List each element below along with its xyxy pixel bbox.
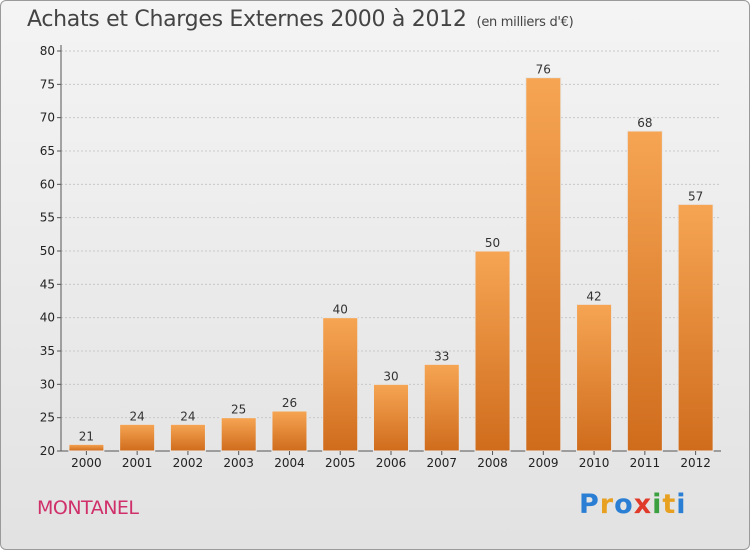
x-tick-label: 2002 — [173, 456, 204, 470]
bar-value-label: 50 — [485, 236, 500, 250]
logo-letter: i — [652, 489, 663, 520]
y-tick-label: 50 — [40, 244, 55, 258]
x-tick-label: 2012 — [680, 456, 711, 470]
bar-value-label: 21 — [79, 429, 94, 443]
y-tick-label: 35 — [40, 344, 55, 358]
y-tick-label: 30 — [40, 377, 55, 391]
bar — [474, 250, 511, 452]
bar — [372, 383, 410, 452]
chart-subtitle: (en milliers d'€) — [476, 15, 574, 30]
bar — [677, 203, 714, 452]
x-tick-label: 2007 — [426, 456, 457, 470]
y-tick-label: 70 — [40, 111, 55, 125]
x-tick-label: 2000 — [71, 456, 102, 470]
bar-value-label: 25 — [231, 403, 246, 417]
commune-name: MONTANEL — [37, 497, 139, 519]
bar-value-label: 68 — [637, 116, 652, 130]
logo-letter: r — [599, 489, 615, 520]
logo-letter: x — [633, 489, 653, 520]
x-tick-label: 2009 — [528, 456, 559, 470]
y-tick-label: 40 — [40, 311, 55, 325]
bar-value-label: 76 — [536, 63, 551, 77]
x-tick-label: 2010 — [579, 456, 610, 470]
y-tick-label: 55 — [40, 211, 55, 225]
y-tick-label: 75 — [40, 77, 55, 91]
bar — [169, 423, 206, 452]
bar — [525, 77, 562, 452]
x-tick-label: 2004 — [274, 456, 305, 470]
y-tick-label: 20 — [40, 444, 55, 458]
x-tick-label: 2008 — [477, 456, 508, 470]
x-tick-label: 2001 — [122, 456, 153, 470]
bar — [626, 130, 663, 452]
bar — [119, 423, 156, 452]
bar — [423, 363, 460, 452]
bar-value-label: 24 — [180, 409, 195, 423]
bar — [576, 303, 613, 452]
bar-value-label: 40 — [333, 303, 348, 317]
y-tick-label: 65 — [40, 144, 55, 158]
logo-letter: t — [662, 489, 677, 520]
proxiti-logo: Proxiti — [579, 489, 687, 520]
y-tick-label: 45 — [40, 277, 55, 291]
y-tick-label: 25 — [40, 411, 55, 425]
bar — [220, 417, 257, 452]
x-tick-label: 2005 — [325, 456, 356, 470]
logo-letter: o — [614, 489, 634, 520]
chart-title-text: Achats et Charges Externes 2000 à 2012 — [27, 7, 467, 32]
y-tick-label: 80 — [40, 44, 55, 58]
bar-value-label: 33 — [434, 349, 449, 363]
bar-value-label: 57 — [688, 189, 703, 203]
y-tick-label: 60 — [40, 177, 55, 191]
bar — [68, 443, 105, 452]
x-tick-label: 2003 — [223, 456, 254, 470]
logo-letter: P — [579, 489, 600, 520]
logo-letter: i — [676, 489, 687, 520]
bar — [271, 410, 308, 452]
bar-value-label: 24 — [130, 409, 145, 423]
x-tick-label: 2006 — [376, 456, 407, 470]
bar-value-label: 26 — [282, 396, 297, 410]
x-tick-label: 2011 — [630, 456, 661, 470]
bar-value-label: 30 — [383, 369, 398, 383]
chart-title: Achats et Charges Externes 2000 à 2012 (e… — [27, 7, 574, 32]
bar — [322, 317, 359, 452]
bar-value-label: 42 — [586, 289, 601, 303]
